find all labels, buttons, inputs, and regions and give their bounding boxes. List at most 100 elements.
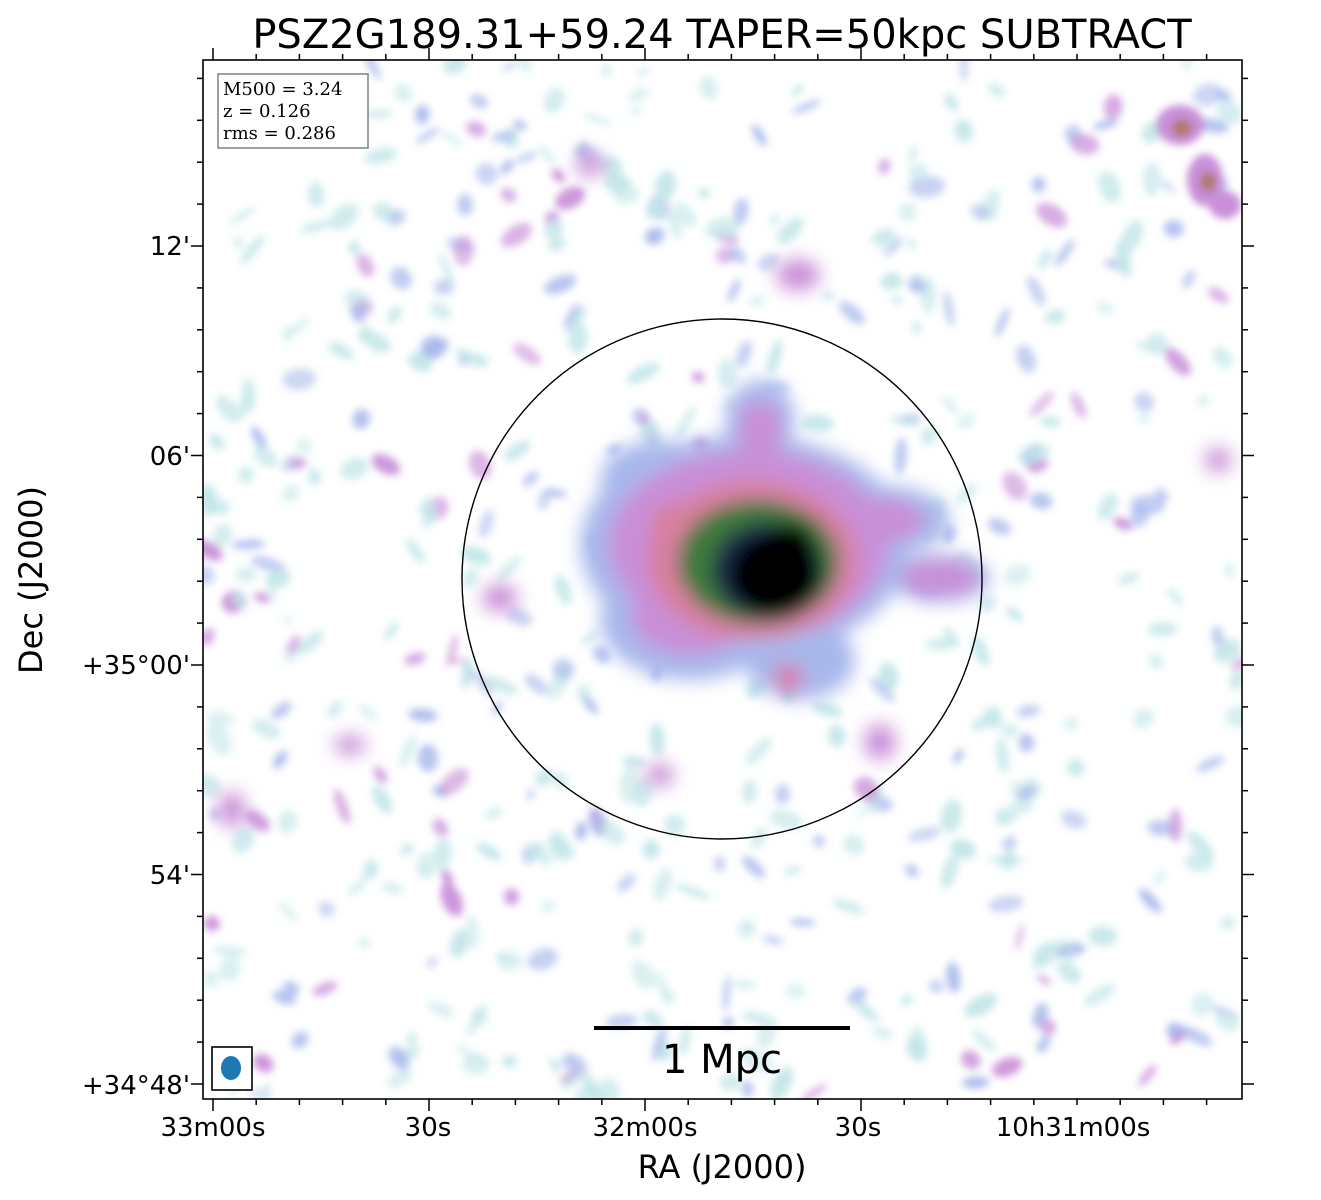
noise-blob (628, 928, 644, 948)
noise-blob (722, 975, 731, 1012)
noise-blob (1026, 276, 1046, 306)
y-tick-label-1: 12' (150, 232, 190, 262)
noise-blob (232, 590, 248, 610)
noise-blob (371, 454, 401, 476)
noise-blob (1190, 992, 1213, 1017)
noise-blob (465, 121, 487, 137)
noise-blob (483, 675, 518, 695)
noise-blob (601, 1078, 621, 1099)
noise-blob (628, 87, 650, 102)
noise-blob (552, 771, 569, 790)
noise-blob (1164, 347, 1192, 376)
noise-blob (503, 440, 531, 462)
noise-blob (228, 206, 256, 225)
noise-blob (1036, 202, 1068, 228)
noise-blob (1138, 1064, 1157, 1087)
noise-blob (1181, 270, 1196, 289)
noise-blob (212, 945, 248, 957)
noise-blob (940, 799, 963, 833)
noise-blob (962, 1076, 990, 1089)
noise-blob (427, 1000, 455, 1018)
noise-blob (995, 809, 1010, 827)
noise-blob (956, 483, 977, 504)
noise-layer (203, 60, 1242, 1099)
noise-blob (538, 146, 556, 164)
noise-blob (1070, 392, 1087, 419)
noise-blob (1129, 494, 1166, 516)
noise-blob (982, 706, 1003, 729)
noise-blob (470, 93, 489, 109)
noise-blob (400, 843, 414, 856)
noise-blob (597, 156, 623, 177)
noise-blob (908, 162, 928, 183)
noise-blob (722, 1016, 734, 1029)
noise-blob (501, 60, 519, 72)
noise-blob (388, 210, 406, 226)
noise-blob (811, 701, 843, 718)
noise-blob (453, 235, 474, 267)
noise-blob (1036, 1036, 1050, 1053)
noise-blob (1018, 733, 1035, 753)
noise-blob (547, 238, 566, 252)
noise-blob (1159, 178, 1175, 194)
noise-blob (959, 60, 969, 82)
noise-blob (1004, 563, 1032, 586)
noise-blob (414, 105, 430, 125)
noise-blob (358, 704, 379, 721)
noise-blob (490, 130, 516, 143)
noise-blob (653, 867, 672, 901)
noise-blob (769, 809, 803, 830)
emission-contour (765, 523, 815, 573)
emission-contour (646, 763, 674, 787)
noise-blob (1000, 723, 1019, 738)
axis-ticks (191, 48, 1254, 1111)
noise-blob (1186, 831, 1214, 860)
corner-source (1209, 191, 1241, 219)
noise-blob (543, 87, 565, 114)
noise-blob (540, 901, 556, 913)
noise-blob (699, 76, 719, 100)
noise-blob (1088, 926, 1118, 947)
noise-blob (1103, 94, 1123, 120)
noise-blob (1196, 395, 1209, 408)
noise-blob (971, 636, 990, 666)
noise-blob (265, 570, 292, 588)
noise-blob (1230, 655, 1242, 671)
noise-blob (300, 220, 331, 234)
noise-blob (905, 864, 919, 877)
noise-blob (946, 961, 961, 993)
noise-blob (883, 237, 904, 257)
noise-blob (956, 413, 976, 429)
noise-blob (783, 865, 802, 876)
noise-blob (352, 408, 370, 430)
noise-blob (792, 83, 804, 98)
noise-blob (388, 1046, 409, 1070)
noise-blob (339, 457, 369, 480)
noise-blob (735, 340, 753, 368)
noise-blob (361, 60, 381, 80)
noise-blob (551, 168, 566, 183)
noise-blob (757, 253, 780, 272)
noise-blob (505, 607, 533, 627)
noise-blob (987, 895, 1024, 913)
cluster-emission (218, 153, 1232, 828)
noise-blob (446, 633, 459, 667)
noise-blob (372, 785, 393, 814)
noise-blob (417, 744, 439, 772)
x-tick-label-3: 32m00s (592, 1113, 697, 1143)
noise-blob (356, 253, 375, 278)
noise-blob (1178, 1025, 1213, 1047)
noise-blob (218, 956, 241, 982)
noise-blob (756, 1015, 778, 1048)
noise-blob (1113, 516, 1132, 531)
noise-blob (278, 900, 297, 922)
noise-blob (1147, 819, 1175, 837)
noise-blob (986, 208, 999, 220)
noise-blob (789, 918, 816, 927)
emission-contour (835, 498, 925, 542)
noise-blob (471, 1008, 488, 1026)
noise-blob (1002, 471, 1028, 501)
noise-blob (373, 766, 388, 784)
noise-blob (563, 304, 582, 330)
noise-blob (774, 784, 791, 805)
